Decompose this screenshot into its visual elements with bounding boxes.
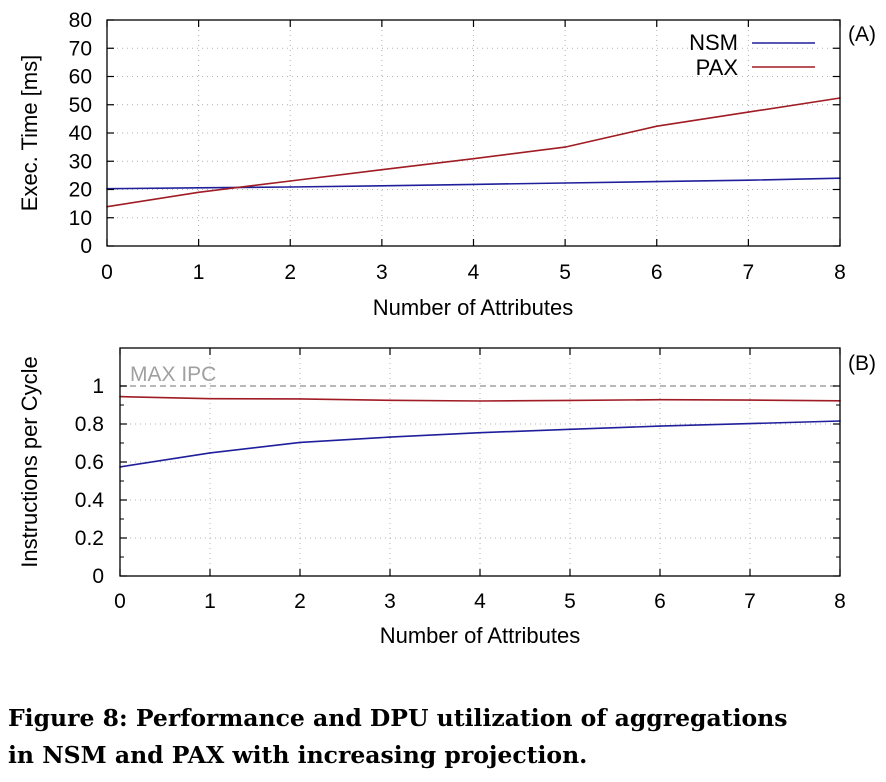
panel-a-y-tick-label: 70 <box>69 37 92 60</box>
panel-a-y-tick-label: 0 <box>80 235 92 258</box>
panel-b-x-tick-label: 1 <box>204 590 216 613</box>
panel-b-series-1-point <box>569 399 571 402</box>
panel-a-y-tick-label: 80 <box>69 9 92 32</box>
panel-b-y-tick-label: 0.4 <box>75 489 105 512</box>
caption-line-1: Figure 8: Performance and DPU utilizatio… <box>8 704 788 732</box>
panel-b-x-tick-label: 3 <box>384 590 396 613</box>
panel-a-grid <box>107 20 840 246</box>
panel-b-series-0-point <box>479 431 481 434</box>
panel-a-series-0-point <box>472 183 475 186</box>
panel-b-series-1-point <box>389 399 391 402</box>
panel-a-series-1-point <box>472 157 475 160</box>
panel-a-label: (A) <box>848 23 876 46</box>
panel-a-series-0-point <box>655 180 658 183</box>
legend-label-nsm: NSM <box>689 30 738 55</box>
panel-b-chart: MAX IPC 0 1 2 3 4 5 6 7 8 0 0.2 0.4 0.6 0.8 1 Number o… <box>17 347 876 648</box>
panel-a-series-0-point <box>747 179 750 181</box>
panel-a-x-tick-label: 7 <box>743 261 755 284</box>
panel-a-x-tick-label: 1 <box>193 261 205 284</box>
figure-caption: Figure 8: Performance and DPU utilizatio… <box>8 700 883 774</box>
max-ipc-label: MAX IPC <box>130 363 216 386</box>
panel-b-marks <box>119 395 841 468</box>
panel-b-series-1-point <box>659 398 661 401</box>
panel-a-legend: NSM PAX <box>689 30 815 80</box>
panel-a-marks <box>106 97 841 208</box>
panel-b-x-tick-label: 4 <box>474 590 486 613</box>
panel-b-series-1-point <box>299 398 301 400</box>
panel-a-x-tick-label: 8 <box>834 261 846 284</box>
panel-a-series-1-point <box>747 111 750 113</box>
panel-b-series-0-point <box>299 441 301 444</box>
panel-b-x-tick-label: 0 <box>114 590 126 613</box>
panel-a-y-tick-label: 20 <box>69 179 92 202</box>
panel-b-grid <box>120 348 840 576</box>
panel-b-series-1-point <box>749 399 751 401</box>
panel-b-y-tick-label: 0 <box>92 565 104 588</box>
panel-b-y-tick-label: 0.2 <box>75 527 104 550</box>
legend-label-pax: PAX <box>696 55 739 80</box>
panel-a-y-tick-label: 50 <box>69 94 92 117</box>
panel-b-series-1-point <box>209 397 211 400</box>
panel-a-series-0-point <box>564 182 566 184</box>
panel-a-x-tick-label: 4 <box>468 261 480 284</box>
panel-b-series-0-point <box>209 452 211 454</box>
panel-b-series-0-point <box>749 422 751 425</box>
panel-a-series-0-point <box>381 185 383 187</box>
panel-b-label: (B) <box>848 352 876 375</box>
panel-b-y-tick-label: 0.6 <box>75 451 104 474</box>
panel-a-series-1-point <box>655 125 658 128</box>
panel-a-x-tick-label: 6 <box>651 261 663 284</box>
panel-b-x-axis-title: Number of Attributes <box>380 623 581 648</box>
panel-b-ticks: 0 1 2 3 4 5 6 7 8 0 0.2 0.4 0.6 0.8 1 <box>75 348 846 613</box>
panel-a-y-tick-label: 10 <box>69 207 92 230</box>
panel-b-y-axis-title: Instructions per Cycle <box>17 356 42 568</box>
panel-b-series-0-point <box>569 428 571 431</box>
panel-b-x-tick-label: 6 <box>654 590 666 613</box>
panel-b-x-tick-label: 5 <box>564 590 576 613</box>
panel-a-y-axis-title: Exec. Time [ms] <box>17 55 42 211</box>
panel-a-series-1-point <box>564 146 566 148</box>
panel-b-x-tick-label: 7 <box>744 590 756 613</box>
panel-a-series-1-point <box>289 180 292 182</box>
panel-a-y-tick-label: 40 <box>69 122 92 145</box>
panel-a-y-tick-label: 30 <box>69 150 92 173</box>
panel-a-series-nsm-line <box>106 177 841 190</box>
panel-a-x-axis-title: Number of Attributes <box>373 295 574 320</box>
panel-a-series-0-point <box>197 187 200 189</box>
panel-a-series-0-point <box>289 186 292 188</box>
panel-b-y-tick-label: 1 <box>92 375 104 398</box>
panel-a-series-1-point <box>197 191 200 194</box>
panel-a-x-tick-label: 5 <box>559 261 571 284</box>
caption-line-2: in NSM and PAX with increasing projectio… <box>8 741 588 769</box>
panel-b-series-1-point <box>479 400 481 402</box>
panel-b-series-0-point <box>659 425 661 427</box>
panel-b-y-tick-label: 0.8 <box>75 413 104 436</box>
panel-b-series-0-point <box>389 436 391 438</box>
panel-b-x-tick-label: 2 <box>294 590 306 613</box>
panel-a-x-tick-label: 0 <box>101 261 113 284</box>
panel-b-x-tick-label: 8 <box>834 590 846 613</box>
panel-a-x-tick-label: 2 <box>284 261 296 284</box>
panel-a-series-1-point <box>381 168 383 171</box>
panel-a-y-tick-label: 60 <box>69 66 92 89</box>
panel-a-x-tick-label: 3 <box>376 261 388 284</box>
